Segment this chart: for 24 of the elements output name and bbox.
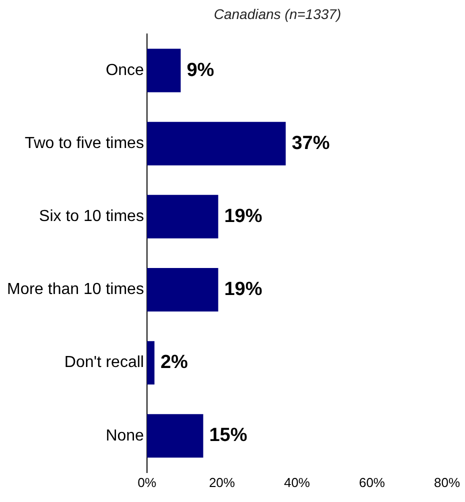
data-label: 2% [160,352,188,374]
data-label: 37% [292,132,330,154]
y-tick-label: None [106,427,144,444]
bar [146,194,218,238]
y-tick-label: Two to five times [24,135,144,152]
bar [146,268,218,312]
x-tick-label: 0% [138,474,157,490]
y-tick-label: More than 10 times [7,281,144,298]
bar [146,48,181,92]
y-tick-label: Six to 10 times [39,208,144,226]
chart-title: Canadians (n=1337) [212,6,342,22]
y-tick-label: Once [106,62,144,79]
data-label: 19% [224,278,262,300]
bar [146,414,204,458]
data-label: 15% [209,425,248,446]
x-tick-label: 80% [434,474,460,490]
data-label: 19% [224,206,262,227]
data-label: 9% [186,60,214,81]
x-tick-label: 60% [358,474,386,490]
y-tick-label: Don't recall [64,354,144,372]
bar [146,341,154,385]
bar [146,122,286,166]
x-tick-label: 20% [208,474,236,490]
x-tick-label: 40% [284,474,310,490]
